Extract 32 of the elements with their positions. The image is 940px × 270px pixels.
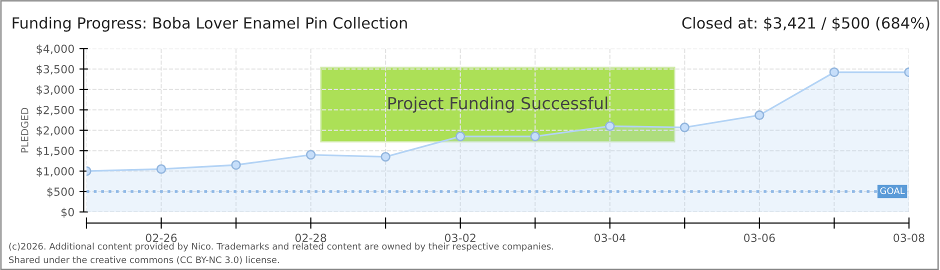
y-tick-label: $2,500 xyxy=(36,106,74,116)
chart-subtitle: Closed at: $3,421 / $500 (684%) xyxy=(682,16,930,31)
y-tick-label: $1,500 xyxy=(36,146,74,157)
y-tick-label: $1,000 xyxy=(36,166,74,177)
point xyxy=(754,110,764,120)
point xyxy=(156,164,166,174)
y-tick-label: $0 xyxy=(61,208,74,218)
point xyxy=(530,132,540,142)
point xyxy=(455,132,466,142)
point xyxy=(306,150,316,160)
x-tick-label: 02-28 xyxy=(295,234,326,242)
point xyxy=(231,160,241,170)
y-tick-label: $3,000 xyxy=(36,85,74,96)
x-tick-label: 03-06 xyxy=(744,234,775,242)
y-tick-label: $3,500 xyxy=(36,64,74,75)
x-tick-label: 03-08 xyxy=(894,234,924,242)
y-tick-label: $2,000 xyxy=(36,126,74,136)
point xyxy=(605,121,615,132)
x-tick-label: 03-04 xyxy=(594,234,626,242)
point xyxy=(680,122,690,132)
text: (c)2026. Additional content provided by Nico. Trademarks and related content are owned by their respective companies. xyxy=(9,242,554,252)
annotation: Project Funding Successful xyxy=(388,96,608,113)
x-tick-label: 03-02 xyxy=(444,234,476,242)
y-axis-title: PLEDGED xyxy=(21,108,28,152)
point xyxy=(829,67,840,78)
point xyxy=(380,152,390,162)
ref-line-label: GOAL xyxy=(880,187,905,194)
y-tick-label: $4,000 xyxy=(36,44,74,54)
text: Shared under the creative commons (CC BY-NC 3.0) license. xyxy=(9,256,279,264)
y-tick-label: $500 xyxy=(47,187,74,198)
x-tick-label: 02-26 xyxy=(146,234,177,242)
chart-title: Funding Progress: Boba Lover Enamel Pin Collection xyxy=(12,16,407,32)
